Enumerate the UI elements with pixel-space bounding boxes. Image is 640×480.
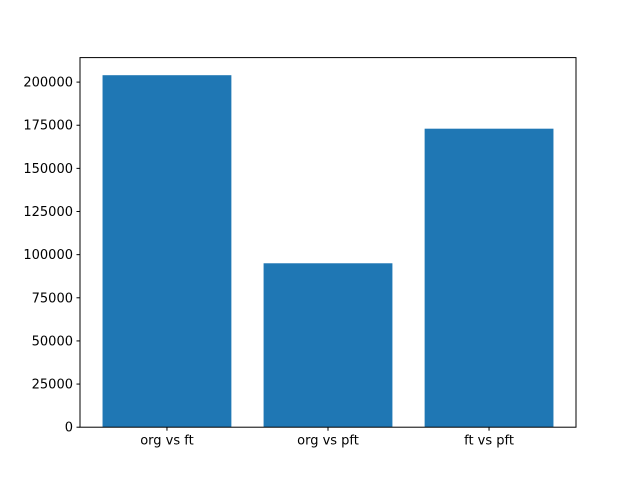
y-axis-tick-label: 125000 [23, 205, 73, 220]
x-axis-tick-label: ft vs pft [464, 434, 514, 449]
y-axis-tick-label: 0 [65, 421, 73, 436]
y-axis-tick-label: 175000 [23, 119, 73, 134]
y-axis-tick-label: 200000 [23, 76, 73, 91]
y-axis-tick-label: 25000 [32, 378, 73, 393]
x-axis-tick-label: org vs pft [297, 434, 359, 449]
y-axis-tick-label: 50000 [32, 334, 73, 349]
x-axis-tick-label: org vs ft [140, 434, 194, 449]
bar [263, 263, 393, 428]
bar [424, 128, 554, 428]
bar [102, 75, 232, 428]
y-axis-tick-label: 150000 [23, 162, 73, 177]
y-axis-tick-label: 100000 [23, 248, 73, 263]
y-axis-tick-label: 75000 [32, 291, 73, 306]
